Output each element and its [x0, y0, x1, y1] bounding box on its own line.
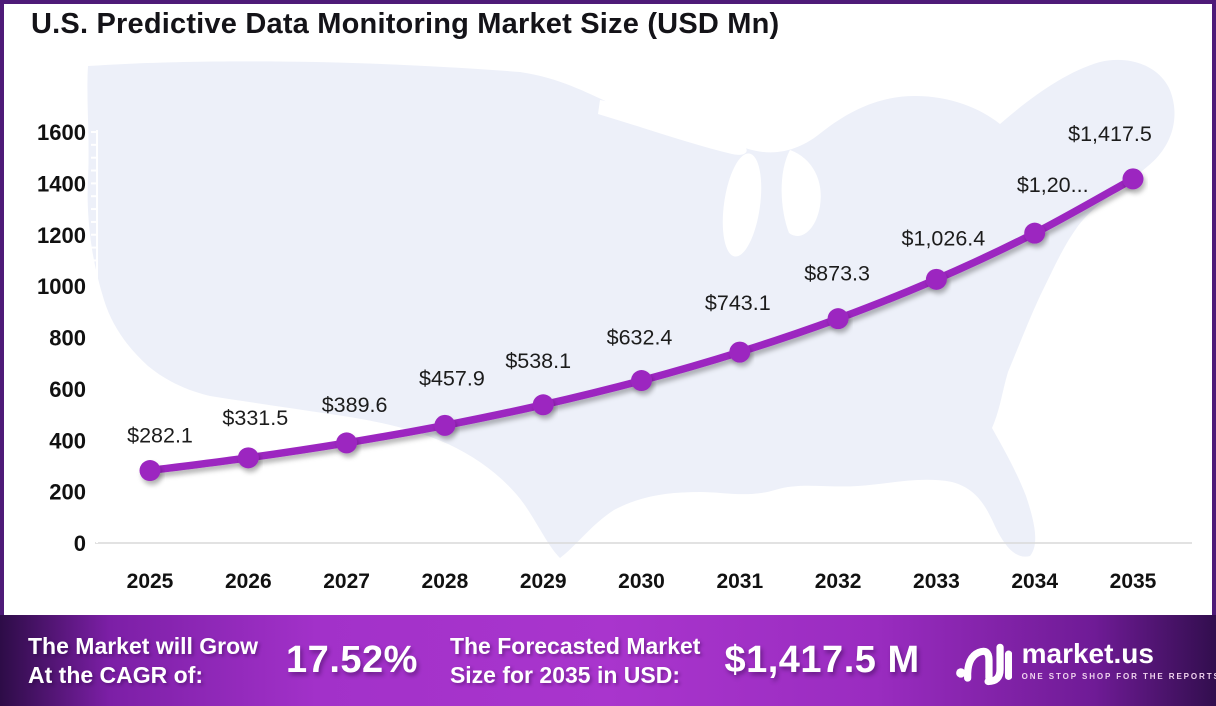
data-series [139, 168, 1144, 482]
x-tick-label: 2035 [1110, 570, 1157, 593]
y-tick-label: 1000 [37, 274, 86, 299]
y-tick-label: 600 [49, 377, 86, 402]
logo-text-block: market.us ONE STOP SHOP FOR THE REPORTS [1021, 638, 1216, 682]
data-label-2025: $282.1 [127, 424, 193, 448]
logo-text: market.us [1021, 638, 1154, 669]
data-point-2032 [827, 308, 849, 330]
x-tick-label: 2031 [716, 570, 763, 593]
x-axis-labels: 2025 2026 2027 2028 2029 2030 2031 2032 2033 2034… [127, 570, 1157, 593]
cagr-value: 17.52% [286, 639, 418, 681]
x-tick-label: 2034 [1011, 570, 1058, 593]
data-label-2031: $743.1 [705, 291, 771, 315]
cagr-label: The Market will Grow At the CAGR of: [28, 632, 258, 688]
data-label-2028: $457.9 [419, 366, 485, 390]
footer-banner: The Market will Grow At the CAGR of: 17.… [0, 615, 1216, 706]
x-tick-label: 2032 [815, 570, 862, 593]
data-label-2027: $389.6 [322, 393, 388, 417]
data-point-2027 [336, 432, 358, 454]
x-tick-label: 2027 [323, 570, 370, 593]
forecast-label: The Forecasted Market Size for 2035 in U… [450, 632, 701, 688]
chart-panel: 0 200 400 600 800 1000 1200 1400 1600 2025 2026 20… [31, 8, 1192, 593]
chart-title: U.S. Predictive Data Monitoring Market S… [31, 8, 780, 40]
y-tick-label: 1200 [37, 223, 86, 248]
forecast-label-line2: Size for 2035 in USD: [449, 661, 681, 688]
data-label-2033: $1,026.4 [902, 226, 986, 250]
forecast-label-line1: The Forecasted Market [449, 633, 701, 660]
y-tick-label: 400 [49, 428, 86, 453]
data-point-2031 [729, 341, 751, 363]
data-label-2030: $632.4 [607, 326, 673, 350]
us-map-background [87, 59, 1175, 559]
data-label-2035: $1,417.5 [1068, 122, 1152, 146]
x-tick-label: 2026 [225, 570, 272, 593]
x-tick-label: 2028 [422, 570, 469, 593]
x-tick-label: 2033 [913, 570, 960, 593]
data-label-2029: $538.1 [505, 349, 571, 373]
y-tick-label: 0 [74, 531, 86, 556]
data-point-2030 [631, 370, 652, 392]
x-tick-label: 2030 [618, 570, 665, 593]
x-tick-label: 2029 [520, 570, 567, 593]
data-point-labels: $282.1 $331.5 $389.6 $457.9 $538.1 $632.4 $743… [127, 122, 1152, 448]
marketus-logo-icon [955, 643, 1012, 685]
data-label-2026: $331.5 [222, 406, 288, 430]
data-point-2035 [1122, 168, 1144, 190]
logo-tagline: ONE STOP SHOP FOR THE REPORTS [1021, 672, 1216, 681]
y-tick-label: 800 [49, 326, 86, 351]
data-point-2034 [1024, 222, 1046, 244]
cagr-label-line1: The Market will Grow [28, 633, 259, 660]
y-tick-label: 1600 [37, 120, 86, 145]
data-label-2032: $873.3 [804, 262, 870, 286]
y-axis-labels: 0 200 400 600 800 1000 1200 1400 1600 [37, 120, 86, 556]
data-point-2033 [925, 268, 947, 290]
y-axis-minor-ticks [91, 131, 97, 532]
data-point-2028 [434, 414, 456, 436]
forecast-value: $1,417.5 M [724, 639, 920, 681]
data-point-2026 [237, 447, 259, 469]
y-tick-label: 1400 [37, 171, 86, 196]
y-tick-label: 200 [49, 480, 86, 505]
x-tick-label: 2025 [127, 570, 174, 593]
data-point-2029 [532, 394, 554, 416]
data-label-2034: $1,20... [1017, 173, 1089, 197]
marketus-logo: market.us ONE STOP SHOP FOR THE REPORTS [954, 633, 1216, 689]
data-point-2025 [139, 460, 161, 482]
cagr-label-line2: At the CAGR of: [28, 661, 204, 688]
